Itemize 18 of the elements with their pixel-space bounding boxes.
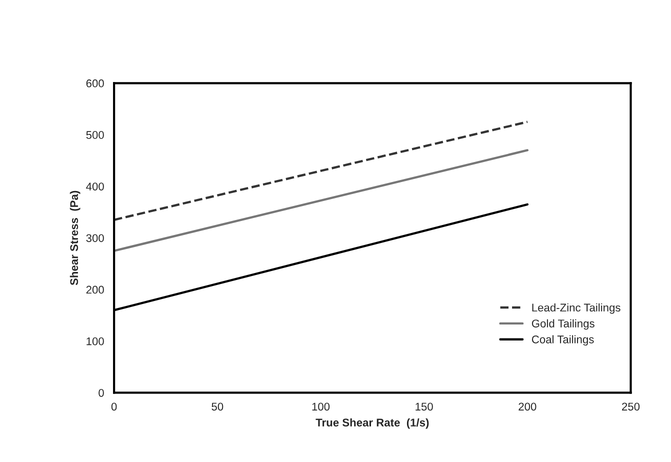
y-tick-label: 400: [86, 182, 104, 190]
y-tick-label: 0: [98, 388, 104, 397]
y-tick-label: 100: [86, 337, 104, 346]
x-tick-label: 250: [622, 402, 640, 411]
y-axis-title: Shear Stress (Pa): [70, 190, 80, 286]
x-tick-label: 150: [416, 402, 433, 411]
x-axis-title: True Shear Rate (1/s): [316, 418, 429, 429]
y-tick-label: 300: [86, 234, 104, 242]
legend-label: Coal Tailings: [532, 335, 594, 346]
y-tick-label: 200: [86, 286, 104, 294]
x-tick-label: 200: [518, 402, 536, 411]
x-tick-label: 50: [212, 402, 224, 411]
y-tick-label: 500: [86, 131, 104, 139]
x-tick-label: 100: [312, 402, 330, 411]
legend-label: Lead-Zinc Tailings: [532, 303, 620, 314]
legend-label: Gold Tailings: [532, 319, 594, 330]
y-tick-label: 600: [86, 79, 104, 88]
x-tick-label: 0: [111, 402, 117, 411]
